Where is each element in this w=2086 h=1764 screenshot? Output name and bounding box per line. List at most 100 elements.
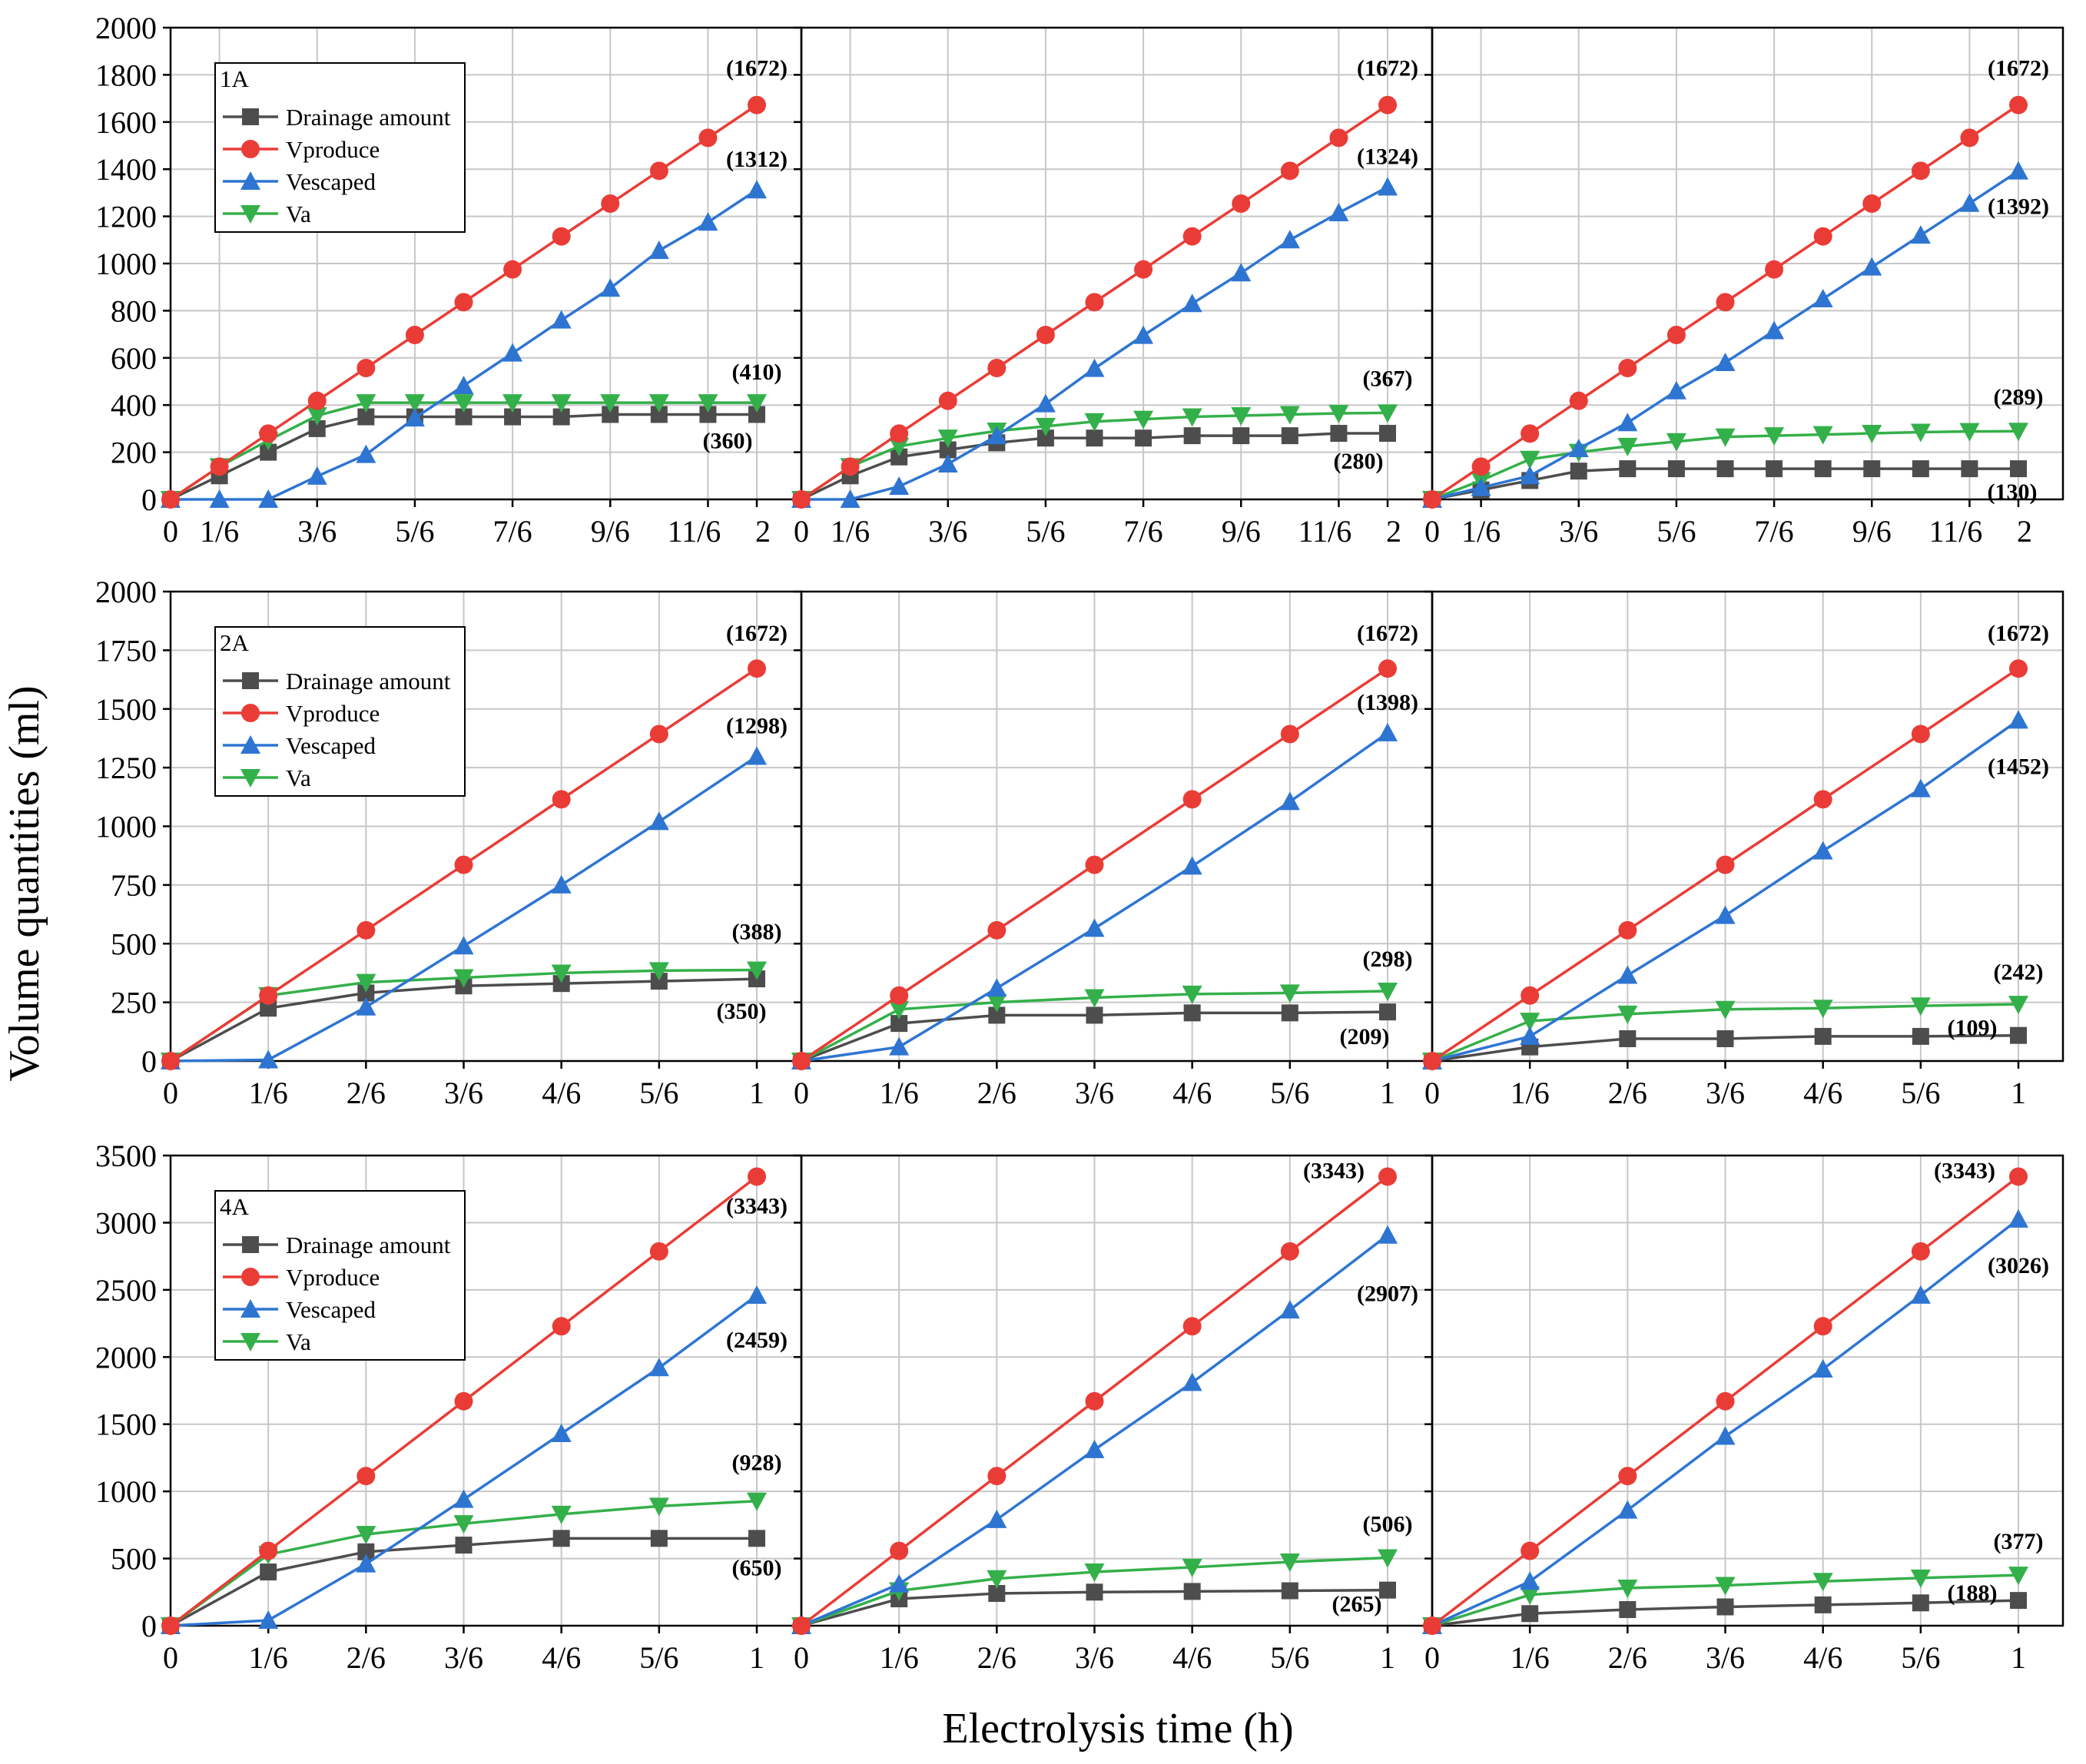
x-tick-label: 9/6 <box>1222 514 1261 549</box>
data-point <box>648 1497 669 1517</box>
legend-entry: Vproduce <box>286 1264 380 1291</box>
data-point <box>1182 1558 1202 1577</box>
data-point <box>1520 1013 1540 1032</box>
data-point <box>1281 427 1298 445</box>
data-point <box>1520 1571 1540 1590</box>
data-point <box>1520 450 1540 469</box>
data-point <box>840 489 861 508</box>
y-tick-label: 400 <box>111 388 157 423</box>
data-point <box>1231 263 1252 282</box>
data-label: (265) <box>1332 1592 1382 1617</box>
legend-entry: Vescaped <box>286 732 376 759</box>
data-label: (188) <box>1948 1580 1998 1606</box>
series-va <box>791 404 1398 509</box>
data-point <box>1084 413 1105 432</box>
data-point <box>551 874 572 894</box>
series-line <box>1431 170 2019 501</box>
x-axis: 0 1/6 3/6 5/6 7/6 9/6 11/6 2 <box>794 499 1401 549</box>
data-point <box>1035 417 1056 436</box>
data-point <box>453 969 474 988</box>
legend-entry: Drainage amount <box>286 668 451 695</box>
data-point <box>1862 425 1882 444</box>
data-point <box>551 1505 572 1524</box>
x-tick-label: 1/6 <box>1511 1640 1550 1675</box>
x-tick-label: 5/6 <box>1026 514 1065 549</box>
data-point <box>1521 1605 1539 1623</box>
data-point <box>1085 855 1104 874</box>
legend-swatch-marker <box>240 769 260 788</box>
data-point <box>1912 1594 1929 1612</box>
data-label: (1312) <box>726 147 788 172</box>
data-point <box>1617 437 1638 456</box>
data-point <box>1281 1582 1298 1600</box>
data-point <box>404 394 425 413</box>
data-point <box>1328 202 1349 221</box>
data-point <box>258 1049 279 1069</box>
data-point <box>792 1052 811 1070</box>
data-point <box>890 986 909 1005</box>
x-tick-label: 3/6 <box>1075 1076 1114 1110</box>
legend-swatch-marker <box>242 672 259 689</box>
data-point <box>889 1036 910 1056</box>
x-tick-label: 7/6 <box>1124 514 1163 549</box>
x-tick-label: 3/6 <box>444 1076 483 1110</box>
data-point <box>1912 460 1929 478</box>
data-point <box>1715 428 1736 447</box>
x-tick-label: 1/6 <box>831 514 870 549</box>
data-point <box>1231 407 1252 426</box>
data-point <box>648 811 669 831</box>
data-point <box>258 1610 279 1630</box>
data-point <box>748 659 766 678</box>
panel-0-1: 0 1/6 3/6 5/6 7/6 9/6 11/6 2 (1672) (1324) (367) (2… <box>791 26 1434 549</box>
data-point <box>209 489 230 508</box>
data-point <box>747 1492 767 1511</box>
x-tick-label: 0 <box>794 514 809 549</box>
legend-swatch-marker <box>240 205 260 224</box>
data-label: (289) <box>1994 384 2044 410</box>
data-label: (410) <box>732 360 782 385</box>
x-tick-label: 9/6 <box>1852 514 1892 549</box>
y-tick-label: 3000 <box>95 1205 157 1240</box>
data-point <box>1666 433 1686 452</box>
data-point <box>1036 326 1055 345</box>
x-axis: 0 1/6 2/6 3/6 4/6 5/6 1 <box>794 1626 1395 1675</box>
x-tick-label: 7/6 <box>1755 514 1794 549</box>
x-tick-label: 3/6 <box>1559 514 1598 549</box>
x-tick-label: 3/6 <box>444 1640 483 1675</box>
x-tick-label: 2 <box>1386 514 1401 549</box>
series-drainage-amount <box>1424 1026 2027 1069</box>
x-tick-label: 4/6 <box>542 1640 581 1675</box>
x-tick-label: 3/6 <box>1075 1640 1114 1675</box>
data-point <box>260 1000 277 1017</box>
data-point <box>792 1616 811 1635</box>
x-tick-label: 0 <box>794 1076 809 1110</box>
y-tick-label: 1000 <box>95 810 157 844</box>
x-tick-label: 2/6 <box>977 1076 1016 1110</box>
data-point <box>1911 161 1930 181</box>
data-point <box>890 1541 909 1560</box>
data-point <box>1182 1372 1202 1391</box>
annotations: (1672) (1392) (289) (130) <box>1988 56 2049 505</box>
data-point <box>552 975 570 993</box>
data-point <box>1378 722 1398 741</box>
data-point <box>1279 230 1300 249</box>
y-axis <box>1424 26 1432 501</box>
data-point <box>1378 1549 1398 1568</box>
data-label: (388) <box>732 919 782 944</box>
data-label: (209) <box>1340 1024 1390 1049</box>
data-point <box>1280 1242 1299 1261</box>
data-point <box>937 453 958 472</box>
data-label: (1324) <box>1357 144 1418 170</box>
legend-entry: Vproduce <box>286 136 380 163</box>
data-point <box>259 1541 278 1560</box>
data-point <box>1619 1030 1637 1047</box>
data-point <box>453 936 474 955</box>
series-drainage-amount <box>793 425 1396 508</box>
data-point <box>792 490 811 509</box>
data-point <box>748 1167 766 1186</box>
x-tick-label: 5/6 <box>639 1076 678 1110</box>
legend-swatch-marker <box>240 735 260 754</box>
annotations: (1672) (1452) (242) (109) <box>1948 621 2049 1040</box>
series-vproduce <box>1423 659 2028 1070</box>
x-tick-label: 1/6 <box>249 1640 288 1675</box>
